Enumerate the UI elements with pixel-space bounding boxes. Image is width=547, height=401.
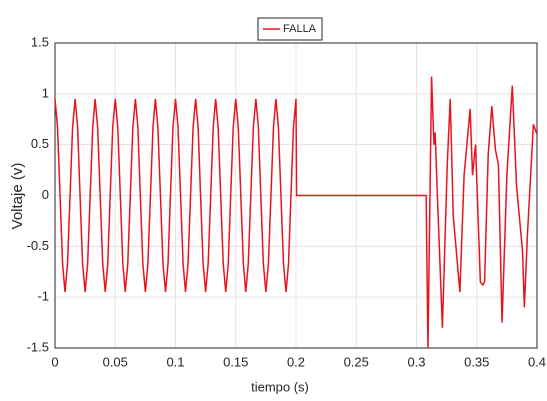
x-tick-label: 0.15 bbox=[223, 354, 248, 369]
x-tick-label: 0.25 bbox=[344, 354, 369, 369]
x-tick-label: 0.2 bbox=[287, 354, 305, 369]
x-tick-label: 0.3 bbox=[407, 354, 425, 369]
legend-label: FALLA bbox=[283, 23, 317, 35]
y-axis-label: Voltaje (v) bbox=[9, 163, 26, 230]
x-tick-label: 0.05 bbox=[103, 354, 128, 369]
x-tick-label: 0.35 bbox=[464, 354, 489, 369]
x-tick-label: 0.1 bbox=[166, 354, 184, 369]
y-tick-label: 1.5 bbox=[31, 34, 49, 49]
data-line bbox=[54, 76, 538, 349]
legend-box bbox=[257, 17, 323, 41]
y-tick-label: -0.5 bbox=[27, 238, 49, 253]
y-tick-label: -1 bbox=[37, 289, 49, 304]
y-tick-label: 1 bbox=[42, 85, 49, 100]
x-tick-label: 0 bbox=[51, 354, 58, 369]
x-tick-label: 0.4 bbox=[528, 354, 546, 369]
y-tick-label: 0.5 bbox=[31, 136, 49, 151]
plot-frame bbox=[54, 42, 538, 349]
x-axis-label: tiempo (s) bbox=[251, 379, 309, 394]
y-tick-label: -1.5 bbox=[27, 339, 49, 354]
y-tick-label: 0 bbox=[42, 187, 49, 202]
